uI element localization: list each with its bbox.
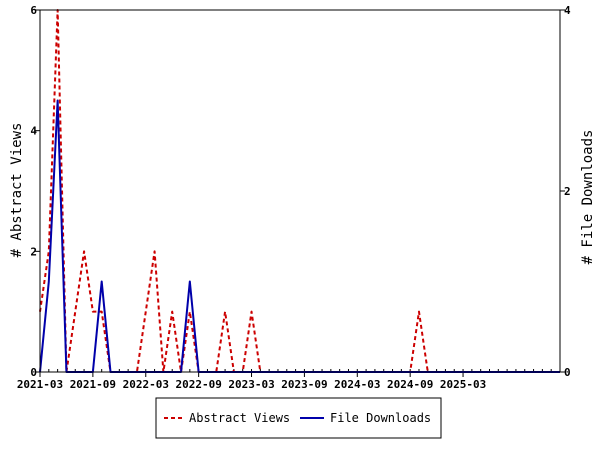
y-left-tick-label: 6 <box>30 4 37 17</box>
legend-box <box>155 397 442 439</box>
legend-label-file-downloads: File Downloads <box>330 411 431 425</box>
x-tick-label: 2021-09 <box>70 378 116 391</box>
y-left-tick-label: 0 <box>30 366 37 379</box>
y-right-tick-label: 4 <box>564 4 571 17</box>
y-left-tick-label: 4 <box>30 125 37 138</box>
y-right-tick-label: 2 <box>564 185 571 198</box>
x-tick-label: 2023-09 <box>281 378 327 391</box>
x-tick-label: 2023-03 <box>228 378 274 391</box>
x-tick-label: 2024-09 <box>387 378 433 391</box>
y-left-tick-label: 2 <box>30 245 37 258</box>
x-tick-label: 2022-09 <box>175 378 221 391</box>
legend-label-abstract-views: Abstract Views <box>189 411 290 425</box>
y-axis-left-title: # Abstract Views <box>9 123 25 258</box>
axis-ticks <box>35 9 565 377</box>
series-layer <box>39 9 560 373</box>
x-tick-label: 2021-03 <box>17 378 63 391</box>
plot-frame <box>39 9 561 373</box>
series-line-abstract-views <box>39 9 560 373</box>
plot-border <box>39 9 561 373</box>
y-axis-right-title: # File Downloads <box>580 130 596 265</box>
tick-labels: 2021-03 2021-09 2022-03 2022-09 2023-03 2023-… <box>17 4 571 391</box>
series-line-file-downloads <box>39 99 560 373</box>
x-tick-label: 2024-03 <box>334 378 380 391</box>
y-right-tick-label: 0 <box>564 366 571 379</box>
legend: Abstract Views File Downloads <box>155 397 442 439</box>
x-tick-label: 2025-03 <box>440 378 486 391</box>
x-tick-label: 2022-03 <box>123 378 169 391</box>
